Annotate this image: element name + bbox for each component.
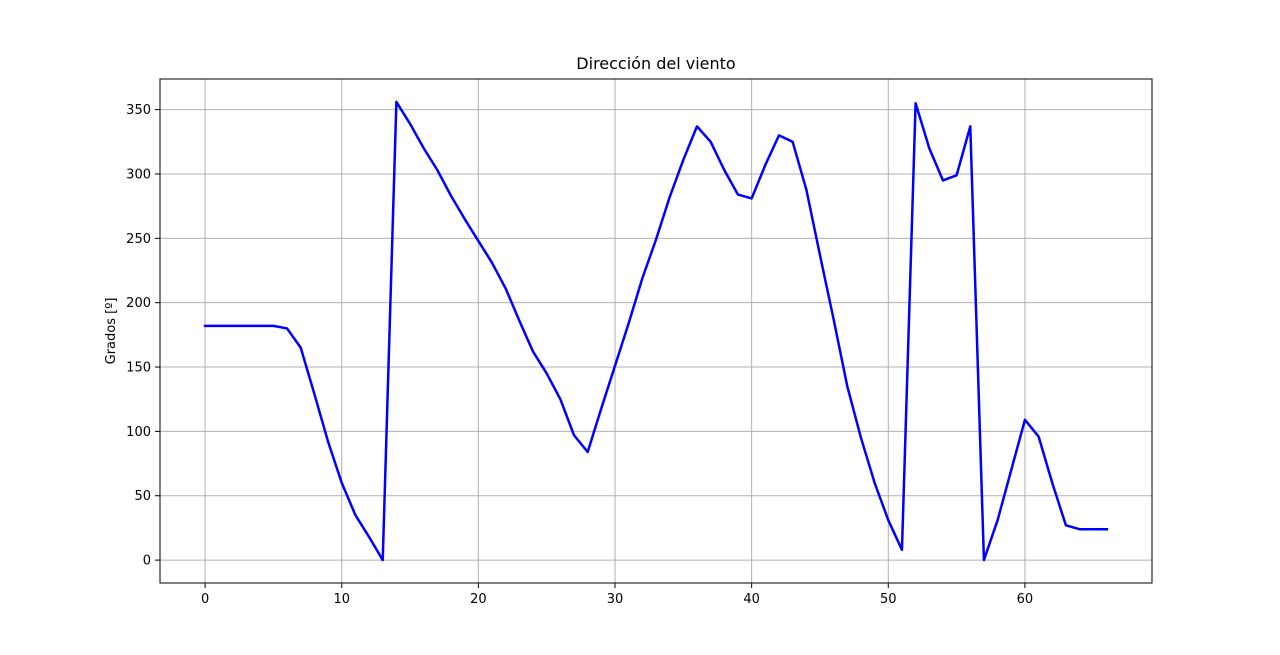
- x-tick-label: 40: [743, 592, 760, 607]
- x-tick-label: 60: [1017, 592, 1034, 607]
- x-tick-label: 0: [201, 592, 209, 607]
- x-tick-label: 50: [880, 592, 897, 607]
- series-line: [203, 100, 1109, 562]
- y-axis: 0 50 100 150 200 250 300 350: [126, 103, 160, 569]
- y-tick-label: 50: [134, 489, 151, 504]
- plot-frame: [159, 78, 1153, 584]
- chart-title: Dirección del viento: [576, 54, 735, 73]
- x-tick-label: 10: [333, 592, 350, 607]
- y-tick-label: 150: [126, 361, 151, 376]
- y-tick-label: 100: [126, 425, 151, 440]
- series-layer: [203, 100, 1109, 562]
- y-tick-label: 250: [126, 232, 151, 247]
- x-tick-label: 20: [470, 592, 487, 607]
- y-axis-label: Grados [º]: [104, 298, 119, 365]
- y-tick-label: 200: [126, 296, 151, 311]
- y-tick-label: 350: [126, 103, 151, 118]
- y-tick-label: 0: [143, 554, 151, 569]
- x-tick-label: 30: [607, 592, 624, 607]
- y-tick-label: 300: [126, 167, 151, 182]
- x-axis: 0 10 20 30 40 50 60: [201, 583, 1033, 607]
